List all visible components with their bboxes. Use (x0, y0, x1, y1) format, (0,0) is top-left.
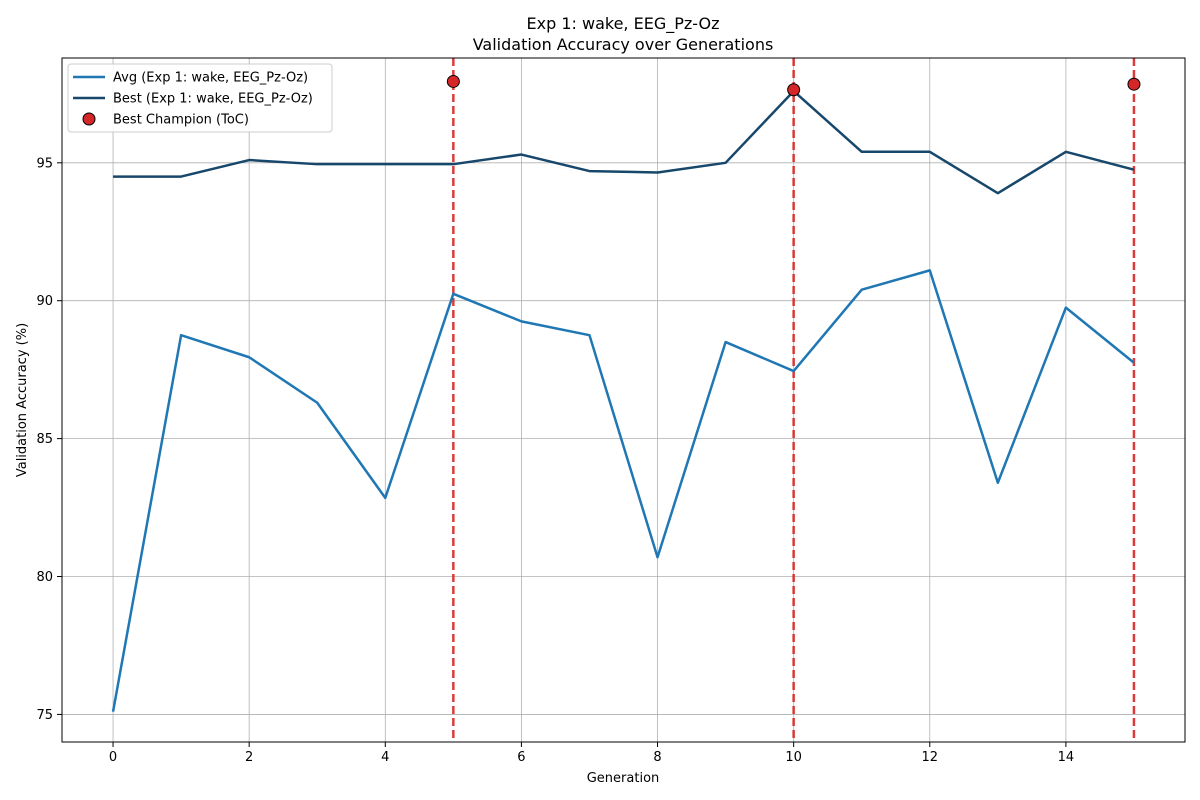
legend-avg-label: Avg (Exp 1: wake, EEG_Pz-Oz) (113, 71, 308, 86)
champion-point (446, 74, 460, 88)
y-axis-ticks: 75 80 85 90 95 (36, 156, 62, 723)
x-tick-label: 6 (517, 750, 525, 765)
y-tick-label: 75 (36, 708, 53, 723)
champion-point (1127, 77, 1141, 91)
champion-point (787, 83, 801, 97)
legend-box (67, 63, 333, 133)
x-tick-label: 4 (381, 750, 389, 765)
x-tick-label: 10 (785, 750, 802, 765)
legend-best-label: Best (Exp 1: wake, EEG_Pz-Oz) (113, 92, 313, 107)
chart-subtitle: Validation Accuracy over Generations (473, 35, 774, 54)
series-layer (111, 89, 1135, 712)
x-tick-label: 14 (1058, 750, 1075, 765)
y-tick-label: 85 (36, 432, 53, 447)
chart-title: Exp 1: wake, EEG_Pz-Oz (527, 14, 720, 34)
y-tick-label: 80 (36, 570, 53, 585)
champion-points (446, 74, 1141, 97)
champion-markers-vlines (452, 58, 1136, 742)
legend: Avg (Exp 1: wake, EEG_Pz-Oz) Best (Exp 1… (67, 63, 333, 133)
best-series-line (113, 89, 1135, 195)
y-tick-label: 95 (36, 156, 53, 171)
grid-layer (62, 58, 1185, 742)
x-axis-ticks: 0 2 4 6 8 10 12 14 (109, 742, 1074, 765)
legend-champion-swatch (82, 112, 96, 126)
legend-champion-label: Best Champion (ToC) (113, 113, 249, 128)
x-tick-label: 8 (653, 750, 661, 765)
x-tick-label: 12 (921, 750, 938, 765)
avg-series-line (111, 269, 1135, 712)
plot-frame (61, 57, 1186, 743)
x-tick-label: 2 (245, 750, 253, 765)
x-axis-label: Generation (587, 771, 660, 786)
y-tick-label: 90 (36, 294, 53, 309)
y-axis-label: Validation Accuracy (%) (15, 323, 30, 477)
x-tick-label: 0 (109, 750, 117, 765)
